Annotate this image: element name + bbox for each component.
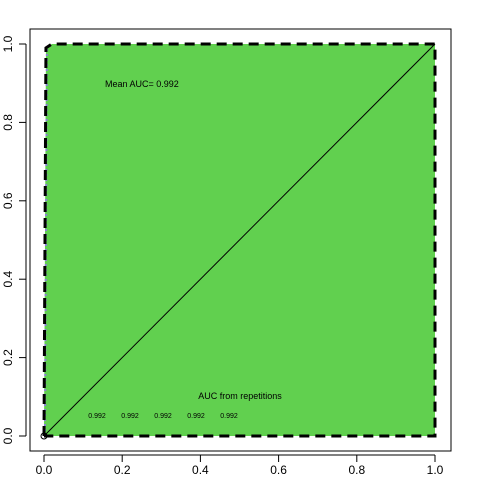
origin-point [40, 432, 48, 440]
series-layer [40, 42, 437, 440]
y-tick-label: 0.4 [1, 271, 15, 288]
y-tick-label: 0.0 [1, 427, 15, 444]
roc-mean-curve [42, 42, 437, 438]
repetition-auc-value: 0.992 [154, 413, 172, 420]
x-tick-label: 1.0 [427, 463, 444, 477]
y-axis: 0.0 0.2 0.4 0.6 0.8 1.0 [1, 35, 27, 444]
repetition-auc-value: 0.992 [121, 413, 139, 420]
plot-frame [29, 28, 452, 452]
repetition-auc-value: 0.992 [220, 413, 238, 420]
x-tick-label: 0.8 [348, 463, 365, 477]
diagonal-reference-line [43, 43, 436, 437]
repetitions-title: AUC from repetitions [198, 391, 282, 401]
y-tick-label: 0.6 [1, 192, 15, 209]
x-tick-label: 0.2 [114, 463, 131, 477]
repetition-auc-value: 0.992 [88, 413, 106, 420]
x-tick-label: 0.6 [270, 463, 287, 477]
mean-auc-label: Mean AUC= 0.992 [105, 79, 179, 89]
y-tick-label: 1.0 [1, 35, 15, 52]
x-tick-label: 0.0 [36, 463, 53, 477]
y-tick-label: 0.8 [1, 114, 15, 131]
repetition-values: 0.992 0.992 0.992 0.992 0.992 [88, 413, 238, 420]
x-tick-label: 0.4 [192, 463, 209, 477]
y-tick-label: 0.2 [1, 349, 15, 366]
repetition-auc-value: 0.992 [187, 413, 205, 420]
x-axis: 0.0 0.2 0.4 0.6 0.8 1.0 [36, 454, 444, 477]
